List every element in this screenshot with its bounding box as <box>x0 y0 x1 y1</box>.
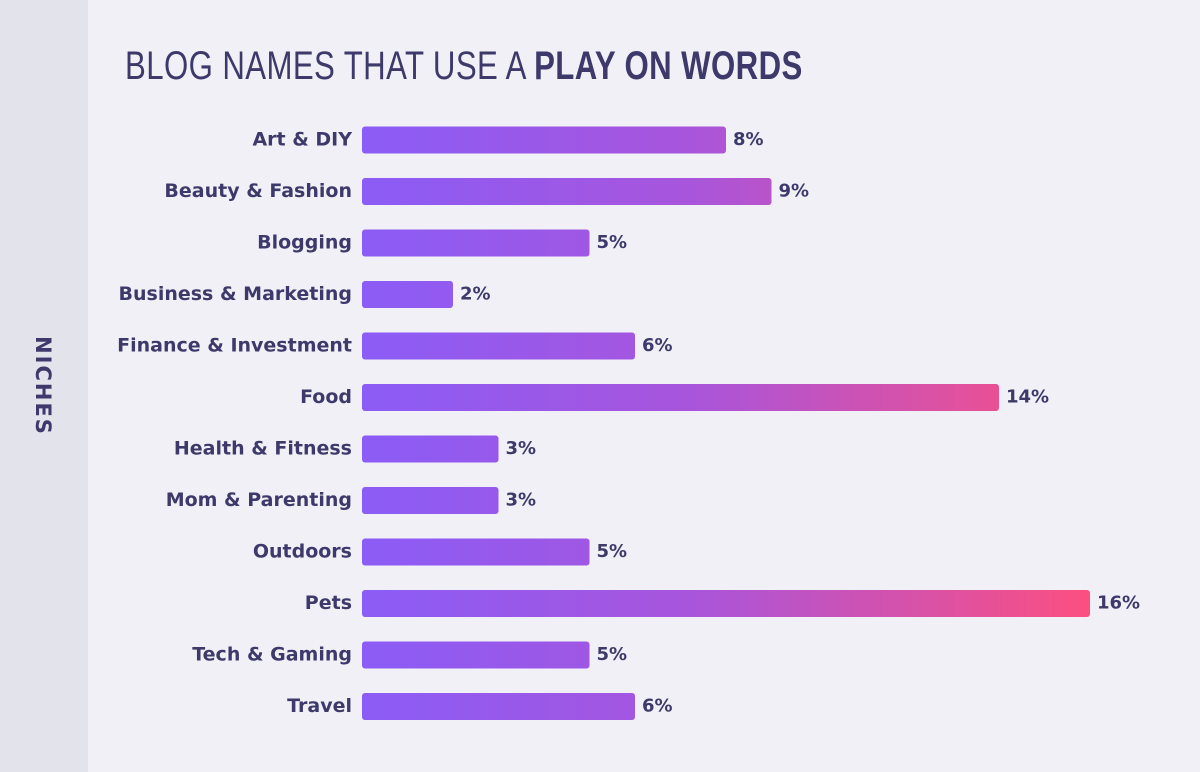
bar <box>362 178 772 205</box>
category-label: Pets <box>305 592 352 614</box>
value-label: 2% <box>460 284 491 305</box>
value-label: 3% <box>506 490 537 511</box>
chart-title-emphasis: PLAY ON WORDS <box>534 44 803 88</box>
bar <box>362 332 635 360</box>
bar <box>362 229 590 257</box>
value-label: 5% <box>597 541 628 562</box>
side-strip <box>0 0 88 772</box>
value-label: 8% <box>733 129 764 150</box>
category-label: Art & DIY <box>252 129 352 151</box>
value-label: 14% <box>1006 387 1049 408</box>
category-label: Beauty & Fashion <box>164 180 352 202</box>
bar <box>362 384 999 411</box>
chart-title-prefix: BLOG NAMES THAT USE A <box>125 44 535 88</box>
category-label: Travel <box>287 695 352 717</box>
bar <box>362 590 1090 617</box>
category-label: Tech & Gaming <box>192 644 352 666</box>
category-label: Outdoors <box>253 541 352 563</box>
bar <box>362 641 590 669</box>
value-label: 3% <box>506 438 537 459</box>
bar <box>362 435 499 463</box>
category-label: Food <box>300 386 352 408</box>
category-label: Business & Marketing <box>119 283 353 305</box>
bar <box>362 126 726 154</box>
value-label: 9% <box>779 181 810 202</box>
chart-title: BLOG NAMES THAT USE A PLAY ON WORDS <box>125 44 803 89</box>
category-label: Blogging <box>257 232 352 254</box>
bar <box>362 487 499 514</box>
bar <box>362 281 453 308</box>
value-label: 6% <box>642 696 673 717</box>
category-label: Mom & Parenting <box>166 489 352 511</box>
category-label: Health & Fitness <box>174 438 352 460</box>
category-label: Finance & Investment <box>117 335 352 357</box>
value-label: 5% <box>597 232 628 253</box>
bars-group: Art & DIY 8% Beauty & Fashion 9% Blogging 5% B… <box>117 126 1140 720</box>
bar <box>362 693 635 720</box>
bar <box>362 538 590 566</box>
value-label: 6% <box>642 335 673 356</box>
value-label: 16% <box>1097 593 1140 614</box>
value-label: 5% <box>597 644 628 665</box>
